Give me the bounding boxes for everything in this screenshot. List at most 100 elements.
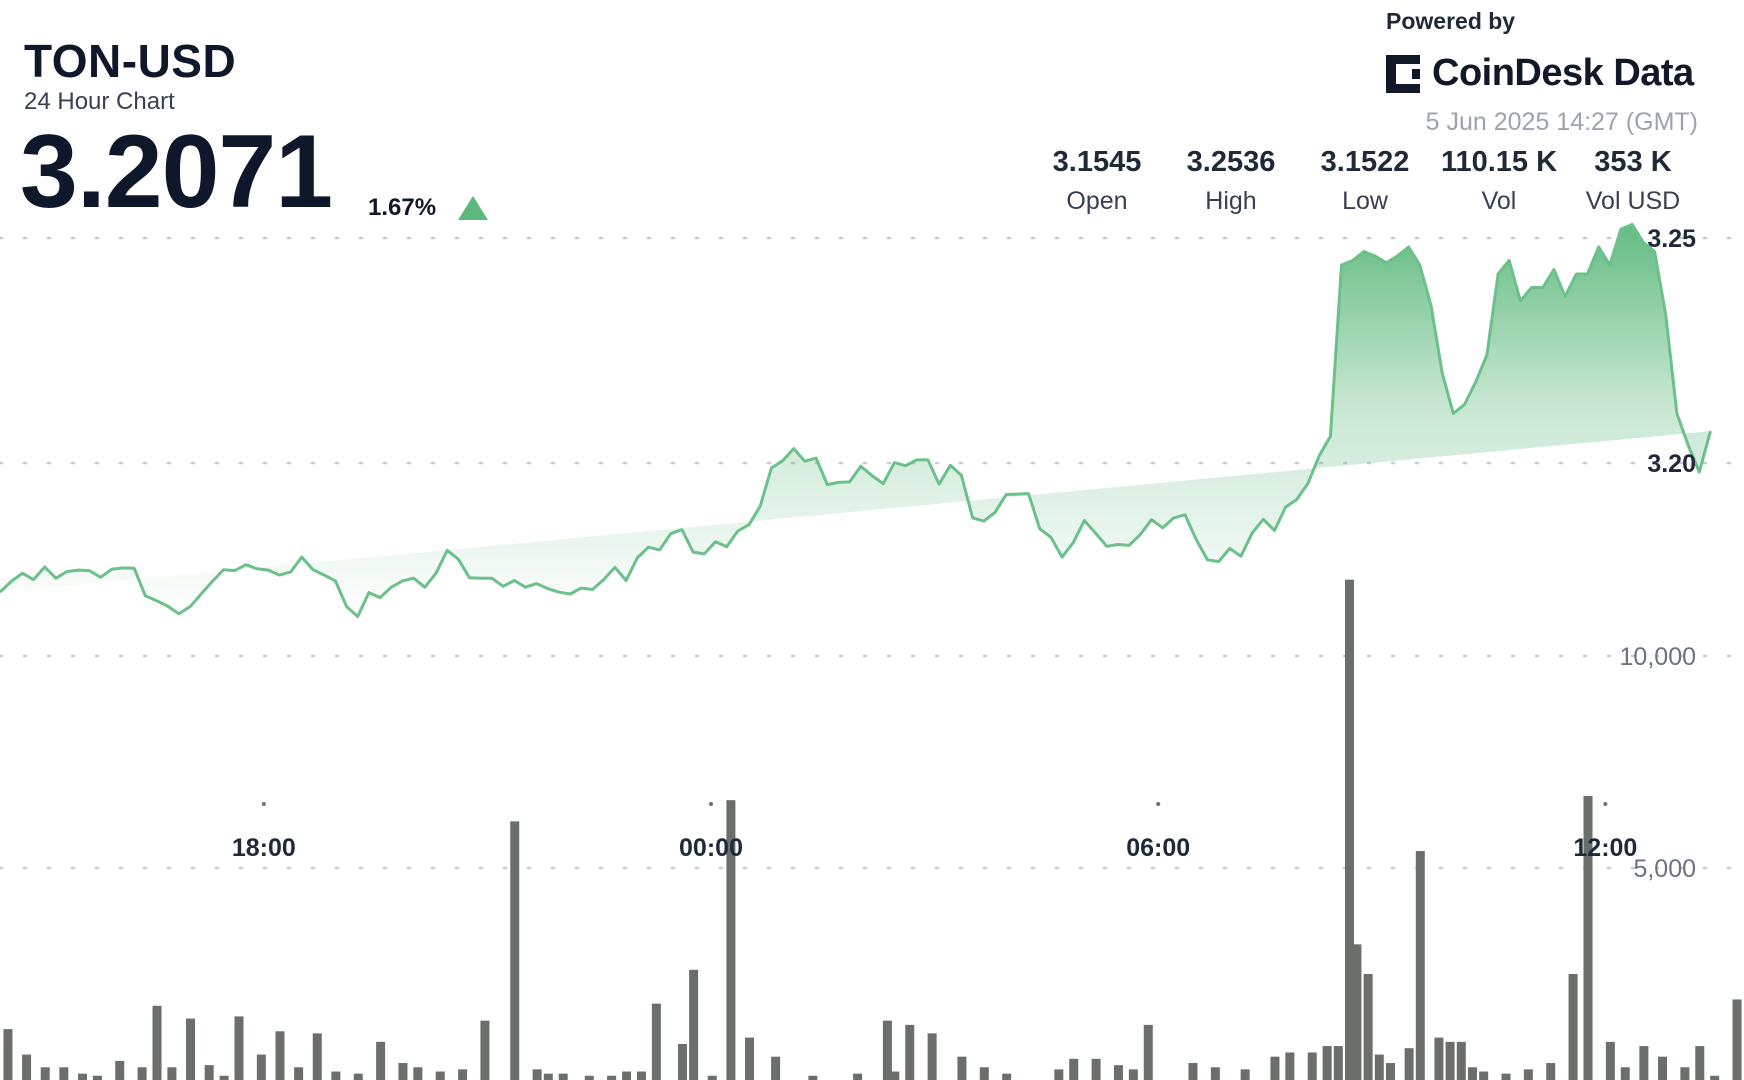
volume-bar [22,1054,32,1080]
volume-bar [1091,1058,1101,1080]
volume-bar [677,1043,687,1080]
volume-bar [1479,1071,1489,1080]
volume-tick-label: 10,000 [1620,643,1696,671]
stat-open: 3.1545 Open [1030,146,1164,216]
volume-bar [1732,999,1742,1080]
volume-bar [1307,1052,1317,1080]
volume-bar [1143,1024,1153,1080]
time-tick-mark [709,802,714,806]
volume-bar [152,1005,162,1080]
volume-bar [1270,1056,1280,1080]
volume-bar [219,1075,229,1080]
volume-bar [882,1020,892,1080]
volume-bar [1434,1037,1444,1080]
volume-bar [312,1033,322,1080]
volume-bar [1210,1067,1220,1080]
grid-lines [0,236,1744,870]
price-line [0,223,1712,618]
volume-bar [510,821,520,1080]
volume-bar [353,1073,363,1080]
coindesk-logo-icon [1386,54,1422,93]
volume-bar [584,1075,594,1080]
volume-axis: 10,000 5,000 [1620,643,1696,883]
volume-bar [1188,1063,1198,1080]
volume-bar [256,1054,266,1080]
stat-vol: 110.15 K Vol [1432,146,1566,216]
volume-bar [1002,1073,1012,1080]
volume-bar [1456,1041,1466,1080]
time-axis: 18:00 00:00 06:00 12:00 [232,802,1637,862]
volume-bar [398,1063,408,1080]
up-arrow-icon [458,196,488,220]
volume-bar [1285,1052,1295,1080]
volume-bar [3,1029,13,1080]
volume-bar [890,1071,900,1080]
volume-bar [532,1069,542,1080]
volume-bar [59,1067,69,1080]
volume-bar [458,1069,468,1080]
volume-bar [1523,1069,1533,1080]
time-tick-label: 00:00 [679,834,743,862]
volume-bar [137,1067,147,1080]
volume-bar [1054,1069,1064,1080]
price-change-percent: 1.67% [368,194,437,221]
volume-bar [1639,1046,1649,1080]
stat-vol-usd-value: 353 K [1594,146,1672,178]
volume-bar [1113,1065,1123,1080]
price-tick-label: 3.25 [1647,225,1696,253]
volume-bar [1583,795,1593,1080]
volume-bar [40,1067,50,1080]
volume-bar [204,1065,214,1080]
stat-high-label: High [1205,187,1257,215]
stat-vol-label: Vol [1481,187,1517,215]
volume-bar [77,1073,87,1080]
stat-vol-value: 110.15 K [1440,146,1558,178]
volume-bar [1710,1075,1720,1080]
volume-bar [1415,851,1425,1080]
price-axis: 3.25 3.20 [1647,225,1696,478]
volume-bar [651,1003,661,1080]
volume-bar [1445,1041,1455,1080]
volume-bar [294,1067,304,1080]
stat-low-label: Low [1342,187,1388,215]
time-tick-mark [261,802,266,806]
volume-bar [607,1075,617,1080]
volume-bar [115,1060,125,1080]
volume-bar [543,1073,553,1080]
stats-panel: 3.1545 Open 3.2536 High 3.1522 Low 110.1… [1030,146,1700,216]
volume-bars [3,579,1742,1080]
volume-bar [1363,974,1373,1080]
volume-bar [771,1056,781,1080]
stat-high: 3.2536 High [1164,146,1298,216]
volume-bar [558,1073,568,1080]
volume-bar [853,1073,863,1080]
volume-bar [1374,1054,1384,1080]
stat-low: 3.1522 Low [1298,146,1432,216]
current-price: 3.2071 [20,114,333,230]
volume-bar [1620,1067,1630,1080]
price-tick-label: 3.20 [1647,450,1696,478]
chart-subtitle: 24 Hour Chart [24,88,175,115]
volume-bar [1344,579,1354,1080]
volume-bar [689,969,699,1080]
volume-bar [1352,944,1362,1080]
volume-bar [1385,1063,1395,1080]
volume-bar [1333,1046,1343,1080]
volume-bar [745,1037,755,1080]
volume-bar [92,1075,102,1080]
volume-bar [480,1020,490,1080]
stat-open-value: 3.1545 [1052,146,1142,178]
time-tick-label: 12:00 [1573,834,1637,862]
volume-bar [376,1041,386,1080]
stat-low-value: 3.1522 [1320,146,1410,178]
volume-bar [275,1031,285,1080]
volume-bar [979,1067,989,1080]
price-area [0,224,1711,617]
volume-bar [1240,1069,1250,1080]
time-tick-label: 06:00 [1126,834,1190,862]
stat-vol-usd: 353 K Vol USD [1566,146,1700,216]
volume-bar [1322,1046,1332,1080]
brand-logo-link[interactable]: CoinDesk Data [1386,52,1694,95]
brand-name: CoinDesk Data [1432,52,1694,94]
